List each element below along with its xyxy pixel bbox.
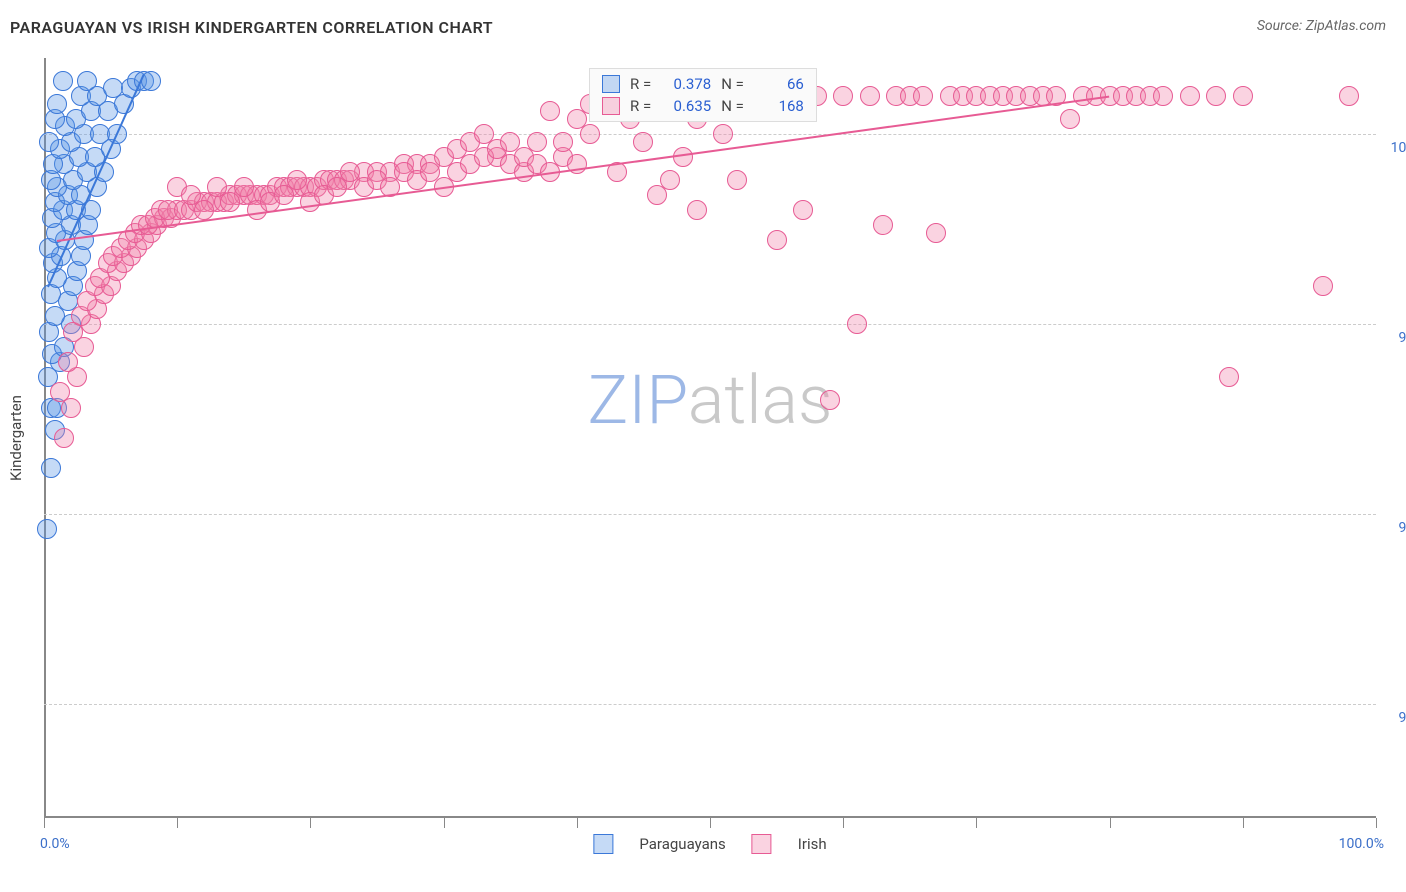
x-tick <box>44 818 45 828</box>
scatter-point <box>873 215 893 235</box>
scatter-point <box>41 458 61 478</box>
x-tick-label-min: 0.0% <box>40 836 70 852</box>
scatter-point <box>860 86 880 106</box>
y-tick-label: 95.0% <box>1380 520 1406 536</box>
gridline <box>44 134 1376 135</box>
scatter-point <box>194 200 214 220</box>
scatter-point <box>47 94 67 114</box>
scatter-point <box>37 519 57 539</box>
watermark-atlas: atlas <box>688 360 833 440</box>
y-axis-title: Kindergarten <box>7 395 25 481</box>
scatter-point <box>1339 86 1359 106</box>
x-tick <box>1110 818 1111 828</box>
x-tick <box>843 818 844 828</box>
scatter-point <box>633 132 653 152</box>
source-label: Source: ZipAtlas.com <box>1257 18 1386 34</box>
legend-bottom: Paraguayans Irish <box>593 834 826 854</box>
scatter-point <box>234 177 254 197</box>
scatter-point <box>820 390 840 410</box>
x-tick <box>1376 818 1377 828</box>
x-tick <box>177 818 178 828</box>
scatter-point <box>913 86 933 106</box>
scatter-point <box>220 192 240 212</box>
legend-n-value: 168 <box>754 97 804 115</box>
scatter-point <box>53 71 73 91</box>
x-tick <box>976 818 977 828</box>
scatter-point <box>1233 86 1253 106</box>
legend-series-label: Paraguayans <box>639 835 725 853</box>
scatter-point <box>647 185 667 205</box>
scatter-point <box>926 223 946 243</box>
legend-swatch <box>593 834 613 854</box>
legend-swatch <box>602 75 620 93</box>
gridline <box>44 324 1376 325</box>
legend-swatch <box>602 97 620 115</box>
x-tick <box>1243 818 1244 828</box>
scatter-point <box>1180 86 1200 106</box>
scatter-point <box>767 230 787 250</box>
x-tick <box>710 818 711 828</box>
legend-n-value: 66 <box>754 75 804 93</box>
gridline <box>44 704 1376 705</box>
watermark: ZIPatlas <box>588 360 833 440</box>
y-tick-label: 100.0% <box>1380 140 1406 156</box>
scatter-point <box>1153 86 1173 106</box>
scatter-point <box>847 314 867 334</box>
correlation-legend: R = 0.378 N = 66 R = 0.635 N = 168 <box>589 68 817 122</box>
x-tick <box>444 818 445 828</box>
legend-r-label: R = <box>630 97 651 115</box>
scatter-point <box>58 352 78 372</box>
scatter-point <box>833 86 853 106</box>
x-tick <box>310 818 311 828</box>
x-tick <box>577 818 578 828</box>
legend-series-label: Irish <box>798 835 827 853</box>
scatter-point <box>540 101 560 121</box>
correlation-legend-row: R = 0.378 N = 66 <box>602 75 804 93</box>
correlation-legend-row: R = 0.635 N = 168 <box>602 97 804 115</box>
scatter-point <box>580 124 600 144</box>
watermark-zip: ZIP <box>588 360 688 440</box>
legend-r-value: 0.378 <box>661 75 711 93</box>
scatter-point <box>39 132 59 152</box>
x-tick-label-max: 100.0% <box>1339 836 1384 852</box>
scatter-point <box>1313 276 1333 296</box>
gridline <box>44 514 1376 515</box>
scatter-point <box>553 132 573 152</box>
scatter-point <box>54 428 74 448</box>
scatter-point <box>1219 367 1239 387</box>
legend-n-label: N = <box>721 75 744 93</box>
scatter-plot: Kindergarten ZIPatlas 0.0% 100.0% Paragu… <box>44 58 1376 818</box>
scatter-point <box>287 170 307 190</box>
scatter-point <box>687 200 707 220</box>
scatter-point <box>77 71 97 91</box>
scatter-point <box>713 124 733 144</box>
y-tick-label: 97.5% <box>1380 330 1406 346</box>
chart-title: PARAGUAYAN VS IRISH KINDERGARTEN CORRELA… <box>10 18 493 37</box>
y-tick-label: 92.5% <box>1380 710 1406 726</box>
legend-swatch <box>752 834 772 854</box>
scatter-point <box>793 200 813 220</box>
scatter-point <box>1060 109 1080 129</box>
legend-r-value: 0.635 <box>661 97 711 115</box>
scatter-point <box>1206 86 1226 106</box>
legend-r-label: R = <box>630 75 651 93</box>
legend-n-label: N = <box>721 97 744 115</box>
scatter-point <box>727 170 747 190</box>
